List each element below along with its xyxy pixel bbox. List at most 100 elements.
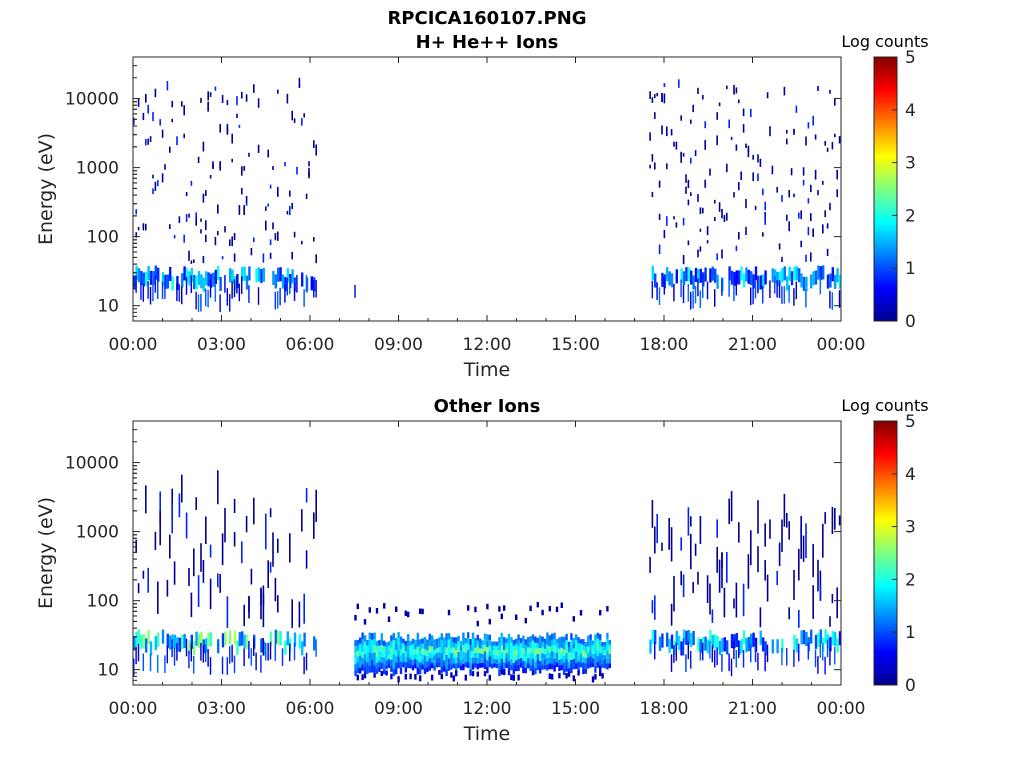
heatmap-cell — [716, 546, 718, 573]
heatmap-cell — [491, 641, 494, 646]
heatmap-cell — [409, 650, 412, 655]
heatmap-cell — [831, 292, 834, 310]
heatmap-cell — [740, 639, 743, 654]
heatmap-cell — [733, 84, 735, 95]
heatmap-cell — [591, 662, 595, 668]
heatmap-cell — [711, 266, 714, 281]
heatmap-cell — [188, 213, 190, 218]
heatmap-cell — [548, 646, 551, 653]
heatmap-cell — [577, 643, 580, 650]
heatmap-cell — [534, 655, 537, 662]
heatmap-cell — [522, 666, 525, 674]
heatmap-cell — [649, 639, 652, 654]
heatmap-cell — [375, 657, 379, 663]
heatmap-cell — [253, 237, 255, 243]
heatmap-cell — [587, 652, 590, 658]
heatmap-cell — [303, 289, 305, 307]
heatmap-cell — [440, 653, 443, 660]
heatmap-cell — [596, 632, 599, 639]
heatmap-cell — [714, 268, 717, 283]
heatmap-cell — [193, 259, 195, 263]
x-tick-label: 15:00 — [551, 335, 600, 355]
heatmap-cell — [469, 657, 472, 664]
heatmap-cell — [272, 166, 274, 170]
heatmap-cell — [411, 644, 415, 650]
heatmap-cell — [522, 648, 525, 655]
heatmap-cell — [185, 277, 188, 295]
heatmap-cell — [305, 275, 308, 293]
heatmap-cell — [548, 663, 551, 670]
heatmap-cell — [457, 635, 460, 642]
heatmap-cell — [226, 657, 229, 675]
heatmap-cell — [783, 266, 786, 281]
heatmap-cell — [603, 659, 607, 664]
heatmap-cell — [202, 645, 205, 663]
heatmap-cell — [730, 270, 734, 285]
heatmap-cell — [371, 652, 374, 660]
heatmap-cell — [512, 639, 515, 646]
x-tick-label: 18:00 — [640, 335, 689, 355]
heatmap-cell — [757, 275, 759, 294]
heatmap-cell — [836, 587, 838, 619]
heatmap-cell — [752, 274, 755, 289]
heatmap-cell — [373, 665, 376, 673]
y-tick-label: 10 — [97, 297, 119, 317]
heatmap-cell — [546, 664, 549, 671]
heatmap-cell — [500, 613, 503, 620]
heatmap-cell — [682, 217, 685, 226]
heatmap-cell — [471, 671, 475, 677]
heatmap-cell — [185, 192, 188, 197]
heatmap-cell — [824, 141, 826, 146]
heatmap-cell — [572, 616, 575, 622]
heatmap-cell — [666, 267, 669, 282]
heatmap-cell — [390, 673, 393, 680]
heatmap-cell — [269, 631, 273, 646]
heatmap-cell — [308, 167, 310, 177]
heatmap-cell — [200, 631, 203, 646]
heatmap-cell — [802, 630, 806, 645]
heatmap-cell — [783, 286, 786, 304]
heatmap-cell — [742, 108, 745, 117]
colorbar-tick-label: 3 — [905, 154, 916, 174]
heatmap-cell — [805, 254, 807, 262]
heatmap-cell — [608, 654, 611, 659]
heatmap-cell — [735, 650, 738, 668]
heatmap-cell — [402, 638, 405, 644]
heatmap-cell — [546, 632, 549, 639]
heatmap-cell — [807, 642, 810, 660]
heatmap-cell — [200, 643, 202, 661]
heatmap-cell — [305, 488, 308, 503]
heatmap-cell — [404, 667, 407, 673]
heatmap-cell — [517, 652, 520, 659]
heatmap-cell — [267, 149, 269, 158]
heatmap-cell — [476, 620, 479, 627]
heatmap-cell — [558, 672, 561, 679]
heatmap-cell — [788, 521, 790, 540]
heatmap-cell — [776, 187, 778, 193]
heatmap-cell — [486, 660, 489, 667]
heatmap-cell — [733, 271, 736, 286]
heatmap-cell — [474, 606, 477, 613]
heatmap-cell — [558, 665, 561, 671]
heatmap-cell — [733, 641, 735, 660]
heatmap-cell — [793, 129, 795, 133]
heatmap-cell — [423, 649, 427, 656]
heatmap-cell — [505, 663, 508, 669]
heatmap-cell — [599, 609, 602, 616]
heatmap-cell — [738, 182, 740, 191]
heatmap-cell — [723, 587, 726, 618]
heatmap-cell — [404, 640, 407, 647]
heatmap-cell — [798, 643, 800, 662]
heatmap-cell — [766, 644, 769, 663]
heatmap-cell — [495, 654, 499, 660]
heatmap-cell — [670, 527, 673, 562]
heatmap-cell — [390, 659, 393, 666]
heatmap-cell — [284, 285, 286, 303]
heatmap-cell — [152, 188, 154, 195]
heatmap-cell — [467, 644, 470, 651]
heatmap-cell — [407, 645, 410, 652]
heatmap-cell — [517, 674, 520, 681]
heatmap-cell — [166, 645, 169, 664]
heatmap-cell — [361, 645, 364, 652]
heatmap-cell — [205, 644, 207, 663]
